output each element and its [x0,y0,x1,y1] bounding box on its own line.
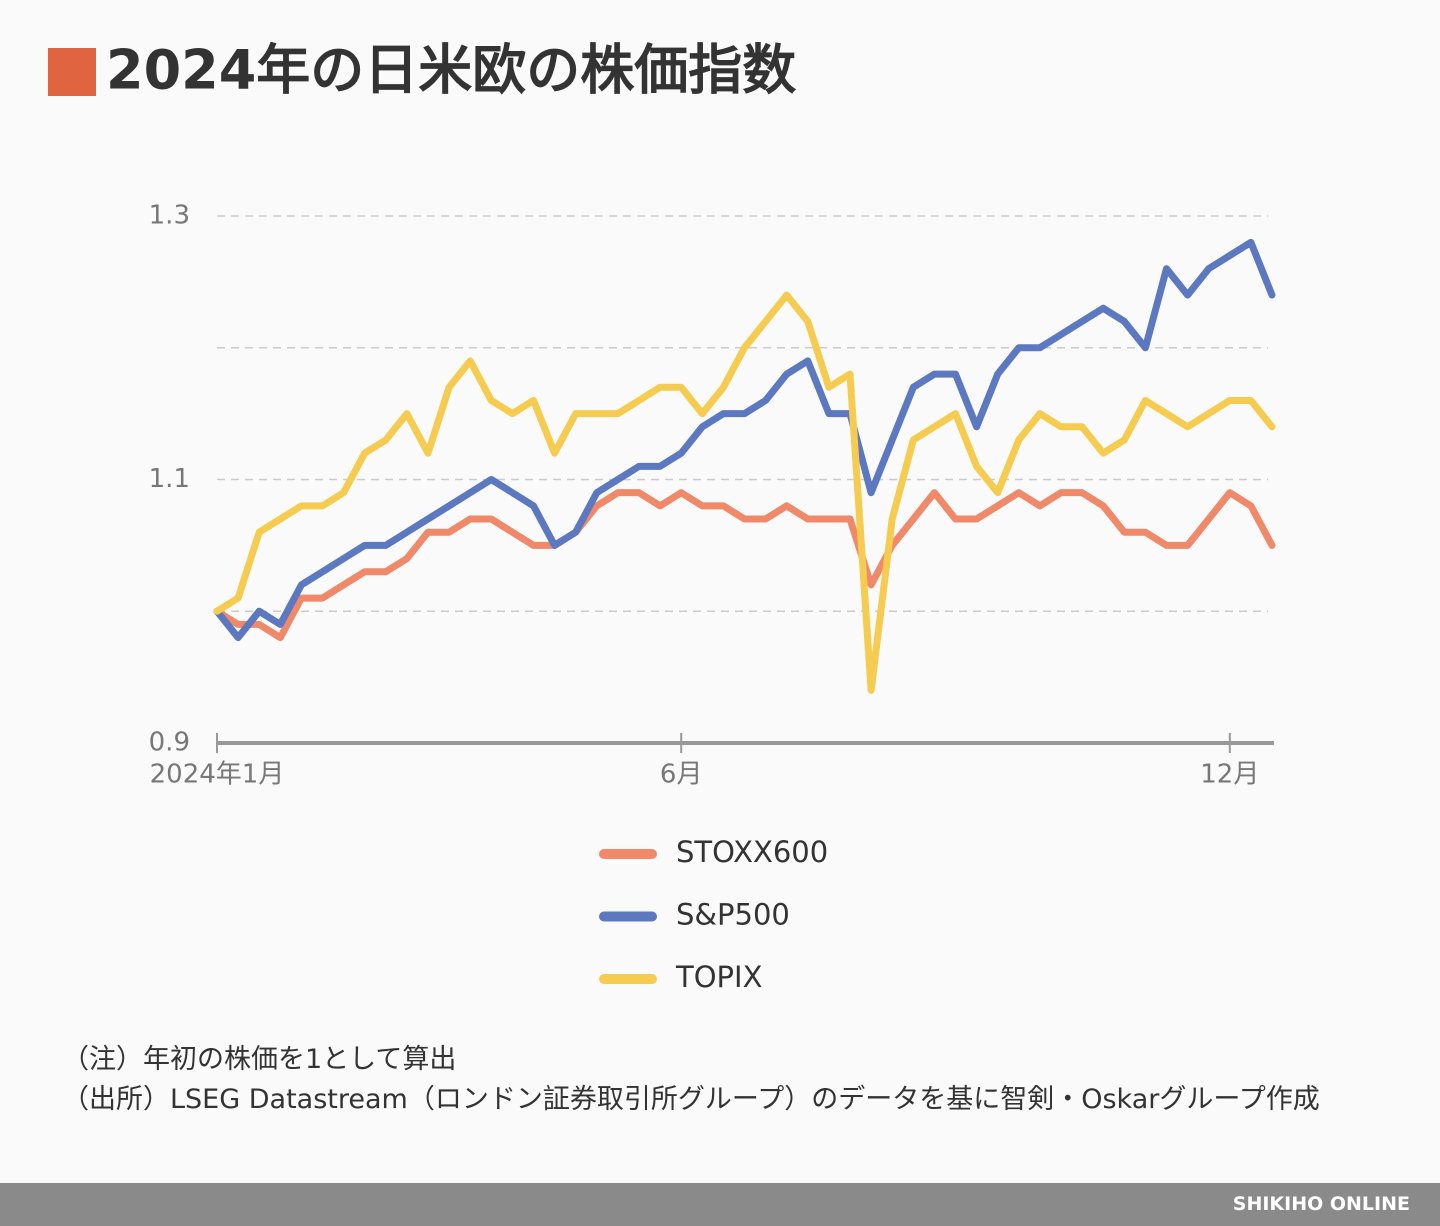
legend-label: TOPIX [675,960,762,994]
x-tick-label: 12月 [1200,760,1259,790]
x-tick-label: 2024年1月 [150,760,285,790]
title-marker [48,48,96,96]
note: （注）年初の株価を1として算出 [62,1044,457,1075]
series-line [213,291,1276,694]
x-tick-label: 6月 [660,760,703,790]
series-line [213,489,1276,642]
legend-label: S&P500 [676,898,790,932]
series-line [213,238,1276,642]
y-tick-label: 1.1 [149,464,190,494]
footer: SHIKIHO ONLINE [0,1183,1440,1226]
chart: 2024年の日米欧の株価指数 0.9 1.1 1.3 2024年1月 6月 12月 STOX… [48,39,1276,994]
source: （出所）LSEG Datastream（ロンドン証券取引所グループ）のデータを基… [62,1084,1320,1115]
y-tick-label: 0.9 [149,728,190,758]
legend-label: STOXX600 [676,835,828,869]
y-tick-label: 1.3 [149,201,190,231]
chart-title: 2024年の日米欧の株価指数 [106,39,796,102]
